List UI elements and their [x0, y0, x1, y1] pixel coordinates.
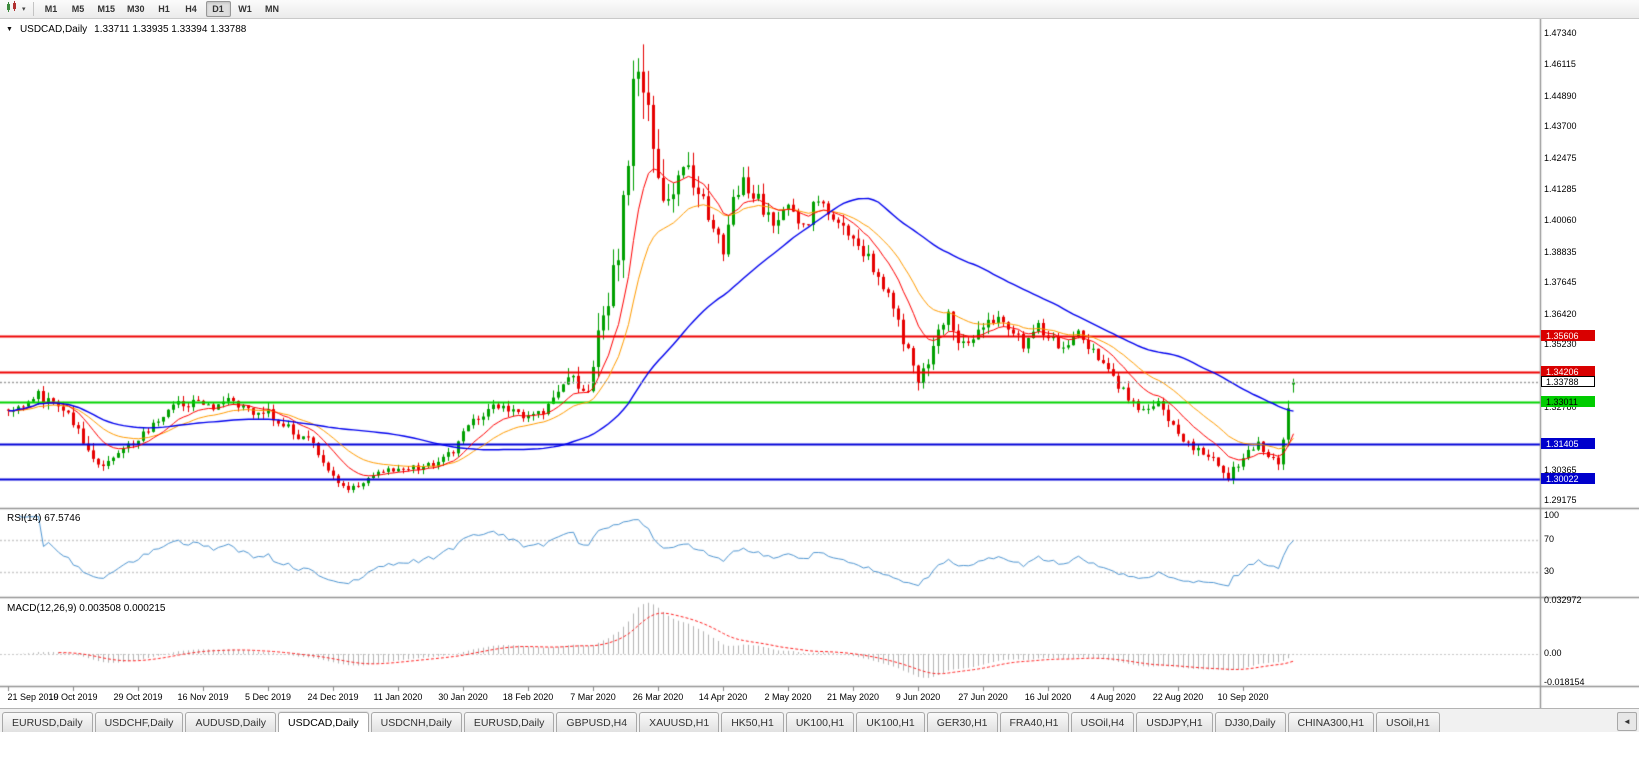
rsi-axis-label: 70	[1544, 534, 1555, 545]
timeframe-button-m30[interactable]: M30	[122, 1, 150, 17]
chevron-down-icon[interactable]: ▾	[22, 6, 26, 13]
date-tick-label: 10 Oct 2019	[48, 692, 98, 702]
date-tick-label: 21 Sep 2019	[7, 692, 59, 702]
price-tick-label: 1.29175	[1544, 495, 1577, 506]
date-tick-label: 18 Feb 2020	[502, 692, 554, 702]
macd-axis-label: 0.032972	[1544, 595, 1582, 606]
chart-tabs: EURUSD,Daily USDCHF,Daily AUDUSD,Daily USDC…	[0, 711, 1615, 732]
timeframe-button-m5[interactable]: M5	[66, 1, 91, 17]
date-tick-label: 29 Oct 2019	[113, 692, 163, 702]
toolbar-separator	[32, 2, 34, 16]
chart-tab-ger30-h1[interactable]: GER30,H1	[926, 712, 998, 732]
chart-tab-xauusd-h1[interactable]: XAUUSD,H1	[639, 712, 720, 732]
date-tick-label: 21 May 2020	[826, 692, 880, 702]
chart-tab-hk50-h1[interactable]: HK50,H1	[721, 712, 784, 732]
date-axis[interactable]: 21 Sep 2019 10 Oct 2019 29 Oct 2019 16 Nov …	[0, 692, 1540, 706]
price-tick-label: 1.35230	[1544, 339, 1577, 350]
price-line-badge: 1.33011	[1541, 396, 1595, 408]
macd-axis-label: -0.018154	[1544, 676, 1585, 687]
price-tick-label: 1.37645	[1544, 277, 1577, 288]
timeframe-button-d1[interactable]: D1	[205, 1, 231, 17]
timeframe-button-m1[interactable]: M1	[39, 1, 64, 17]
price-tick-label: 1.46115	[1544, 59, 1576, 70]
chart-tab-gbpusd-h4[interactable]: GBPUSD,H4	[556, 712, 638, 732]
timeframe-toolbar: M1 M5 M15 M30 H1 H4 D1 W1 MN	[38, 1, 286, 17]
chart-tab-eurusd-daily[interactable]: EURUSD,Daily	[2, 712, 93, 732]
chart-tab-eurusd-daily[interactable]: EURUSD,Daily	[463, 712, 555, 732]
window-bottom-area	[0, 732, 1639, 765]
chart-canvas[interactable]	[0, 19, 1639, 708]
rsi-axis-label: 100	[1544, 510, 1560, 521]
top-toolbar: ▾ M1 M5 M15 M30 H1 H4 D1 W1 MN	[0, 0, 1639, 19]
chart-tab-uk100-h1[interactable]: UK100,H1	[856, 712, 925, 732]
chart-tab-usdcad-daily[interactable]: USDCAD,Daily	[278, 712, 369, 732]
chart-tabs-bar: EURUSD,Daily USDCHF,Daily AUDUSD,Daily USDC…	[0, 708, 1639, 732]
price-line-badge: 1.30022	[1541, 473, 1595, 485]
date-tick-label: 4 Aug 2020	[1090, 692, 1136, 702]
price-line-badge: 1.31405	[1541, 437, 1595, 449]
date-tick-label: 22 Aug 2020	[1152, 692, 1204, 702]
rsi-axis-label: 30	[1544, 566, 1555, 577]
timeframe-button-m15[interactable]: M15	[93, 1, 121, 17]
price-tick-label: 1.41285	[1544, 183, 1577, 194]
chart-area: ▼ USDCAD,Daily 1.33711 1.33935 1.33394 1…	[0, 19, 1639, 708]
date-tick-label: 16 Nov 2019	[177, 692, 229, 702]
date-tick-label: 14 Apr 2020	[698, 692, 748, 702]
tab-scroll-left-button[interactable]: ◄	[1617, 712, 1637, 731]
price-tick-label: 1.43700	[1544, 121, 1577, 132]
price-line-badge: 1.35606	[1541, 329, 1595, 341]
chart-tab-usoil-h1[interactable]: USOil,H1	[1376, 712, 1440, 732]
date-tick-label: 2 May 2020	[764, 692, 812, 702]
timeframe-button-h1[interactable]: H1	[152, 1, 177, 17]
chart-tab-usdchf-daily[interactable]: USDCHF,Daily	[94, 712, 184, 732]
chart-tab-usoil-h4[interactable]: USOil,H4	[1070, 712, 1135, 732]
date-tick-label: 30 Jan 2020	[438, 692, 488, 702]
price-tick-label: 1.38835	[1544, 246, 1577, 257]
chart-tab-audusd-daily[interactable]: AUDUSD,Daily	[185, 712, 277, 732]
price-tick-label: 1.30365	[1544, 464, 1577, 475]
chart-tab-fra40-h1[interactable]: FRA40,H1	[999, 712, 1069, 732]
timeframe-button-h4[interactable]: H4	[179, 1, 204, 17]
price-line-badge: 1.34206	[1541, 365, 1595, 377]
current-price-badge: 1.33788	[1541, 376, 1595, 388]
date-tick-label: 9 Jun 2020	[895, 692, 941, 702]
candlestick-chart-icon[interactable]	[6, 0, 20, 18]
date-tick-label: 7 Mar 2020	[570, 692, 616, 702]
chart-tab-usdcnh-daily[interactable]: USDCNH,Daily	[370, 712, 462, 732]
chart-tab-usdjpy-h1[interactable]: USDJPY,H1	[1136, 712, 1213, 732]
price-tick-label: 1.42475	[1544, 152, 1577, 163]
chart-tab-dj30-daily[interactable]: DJ30,Daily	[1214, 712, 1286, 732]
date-tick-label: 16 Jul 2020	[1024, 692, 1072, 702]
date-tick-label: 26 Mar 2020	[632, 692, 684, 702]
chart-type-tool[interactable]: ▾	[3, 0, 29, 18]
price-tick-label: 1.44890	[1544, 90, 1577, 101]
timeframe-button-mn[interactable]: MN	[260, 1, 285, 17]
chart-tab-china300-h1[interactable]: CHINA300,H1	[1287, 712, 1375, 732]
date-tick-label: 27 Jun 2020	[958, 692, 1008, 702]
price-tick-label: 1.36420	[1544, 308, 1577, 319]
date-tick-label: 24 Dec 2019	[307, 692, 359, 702]
price-tick-label: 1.40060	[1544, 215, 1577, 226]
chart-tab-uk100-h1[interactable]: UK100,H1	[785, 712, 855, 732]
date-tick-label: 10 Sep 2020	[1217, 692, 1269, 702]
timeframe-button-w1[interactable]: W1	[233, 1, 258, 17]
price-axis[interactable]: 1.47340 1.46115 1.44890 1.43700 1.42475 1.412…	[1541, 19, 1639, 708]
date-tick-label: 11 Jan 2020	[373, 692, 423, 702]
macd-axis-label: 0.00	[1544, 647, 1562, 658]
date-tick-label: 5 Dec 2019	[244, 692, 292, 702]
price-tick-label: 1.47340	[1544, 27, 1577, 38]
